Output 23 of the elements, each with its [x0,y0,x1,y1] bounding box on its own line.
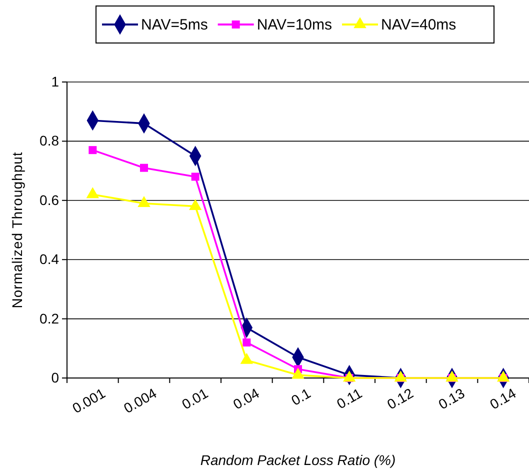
x-tick-label: 0.14 [486,384,519,412]
legend-label: NAV=10ms [256,16,332,34]
legend-label: NAV=40ms [381,16,456,34]
y-tick-label: 0.8 [40,132,60,149]
y-tick-label: 0.2 [40,310,60,326]
x-tick-label: 0.1 [288,384,314,409]
point [88,146,97,154]
y-tick-label: 0 [51,369,60,386]
x-tick-label: 0.12 [384,384,416,412]
point [191,172,200,181]
x-tick-label: 0.01 [178,384,211,412]
point [242,338,251,346]
x-tick-label: 0.13 [436,384,468,412]
x-tick-label: 0.11 [334,384,365,412]
y-tick-label: 0.4 [40,251,60,268]
x-tick-label: 0.001 [70,384,108,416]
point [140,164,148,172]
y-axis-title: Normalized Throughput [9,152,25,308]
y-tick-label: 1 [51,73,60,90]
legend-label: NAV=5ms [141,16,208,34]
x-axis-title: Random Packet Loss Ratio (%) [200,452,396,468]
x-tick-label: 0.04 [230,384,262,412]
y-tick-label: 0.6 [40,192,60,208]
